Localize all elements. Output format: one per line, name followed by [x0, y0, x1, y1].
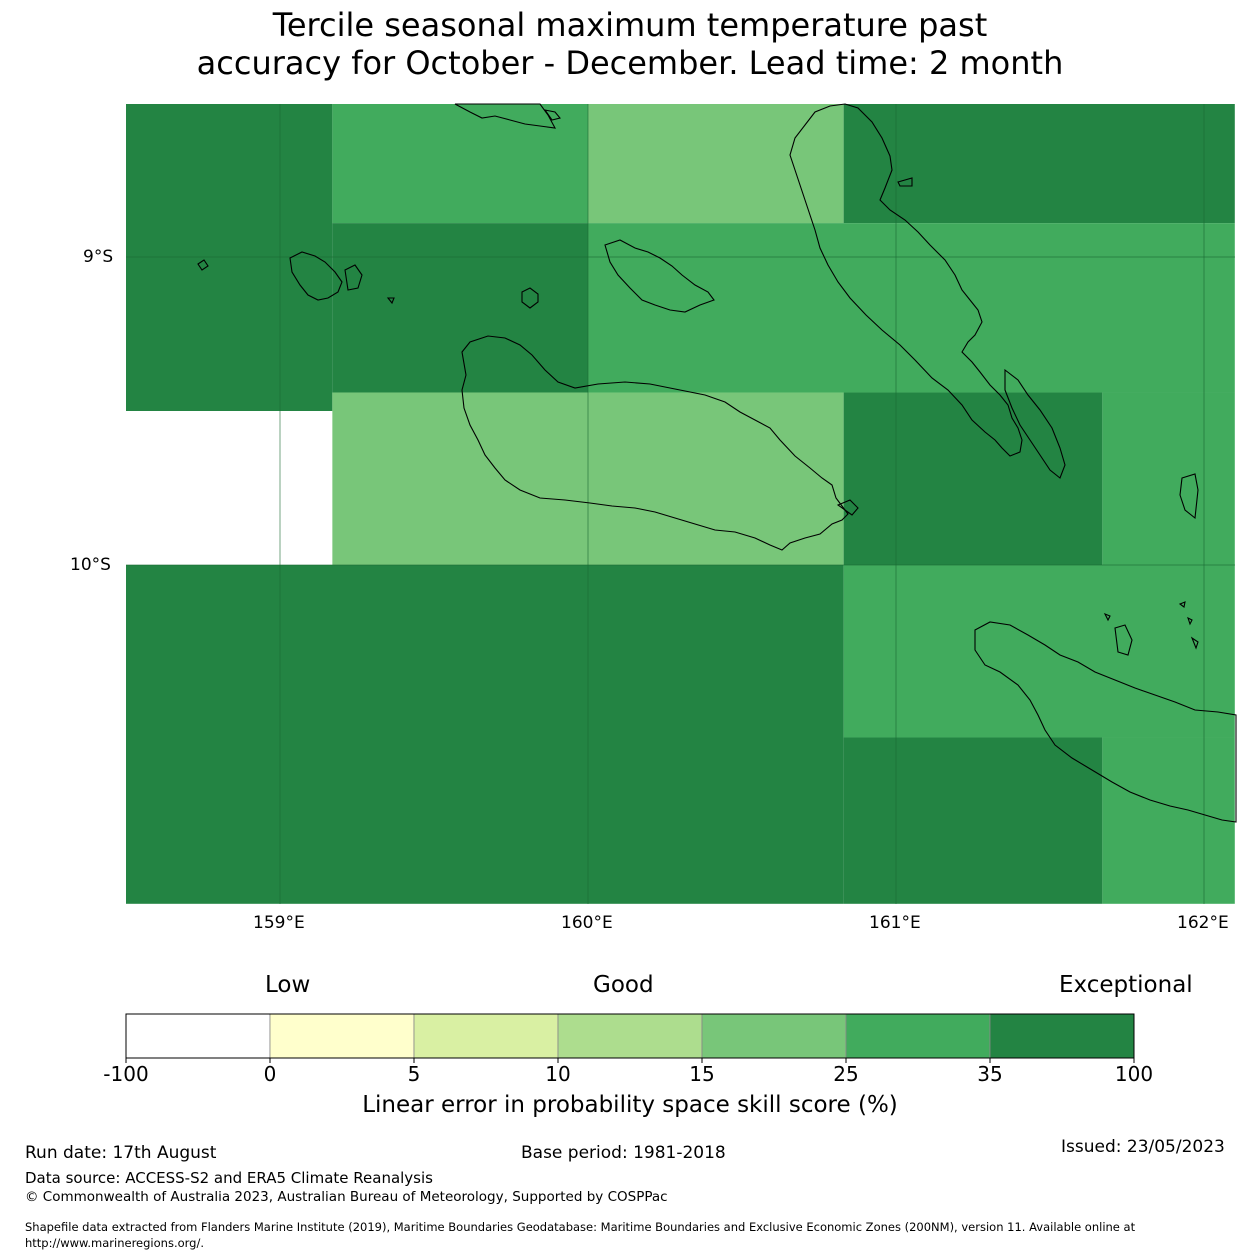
legend-category-low: Low: [265, 972, 311, 998]
lon-label-160e: 160°E: [561, 913, 613, 933]
data-source: Data source: ACCESS-S2 and ERA5 Climate …: [25, 1169, 433, 1187]
colorbar-bin-2: [413, 1013, 559, 1059]
skill-cell-10: [843, 565, 1235, 738]
legend-category-exceptional: Exceptional: [1059, 972, 1193, 998]
coastline-islet-e: [897, 177, 913, 187]
issued-date: Issued: 23/05/2023: [1061, 1137, 1225, 1157]
colorbar-tick-5: 25: [833, 1062, 859, 1086]
colorbar-tick-3: 10: [545, 1062, 571, 1086]
skill-cell-9: [126, 565, 844, 904]
lon-label-161e: 161°E: [869, 913, 921, 933]
coastline-russell: [289, 251, 343, 301]
graticule: [126, 104, 1235, 904]
skill-cell-5: [588, 223, 1235, 393]
coastline-islet-f: [836, 499, 859, 516]
coastline-ulawa: [1114, 624, 1133, 656]
skill-cell-11: [843, 737, 1103, 904]
colorbar-tick-0: -100: [103, 1062, 149, 1086]
skill-cell-1: [332, 104, 588, 224]
colorbar-bin-4: [701, 1013, 847, 1059]
colorbar-bin-3: [557, 1013, 703, 1059]
run-date: Run date: 17th August: [25, 1143, 217, 1163]
base-period: Base period: 1981-2018: [521, 1143, 726, 1163]
colorbar-bin-1: [269, 1013, 415, 1059]
coastline-islet-west: [197, 259, 209, 271]
colorbar-tick-6: 35: [977, 1062, 1003, 1086]
skill-cell-12: [1102, 737, 1235, 904]
skill-grid: [126, 104, 1235, 904]
coastline-isabel-islet: [543, 109, 561, 121]
colorbar-outline: [125, 1013, 1135, 1059]
colorbar-tick-2: 5: [407, 1062, 421, 1086]
title-line-1: Tercile seasonal maximum temperature pas…: [272, 6, 988, 44]
colorbar: [125, 1013, 1135, 1063]
skill-cell-7: [843, 392, 1103, 565]
skill-cell-4: [332, 223, 588, 393]
coastline-savo: [521, 287, 539, 309]
skill-cell-2: [588, 104, 844, 224]
coastline-nggela: [604, 239, 715, 313]
coastline-small-malaita: [1004, 368, 1066, 479]
shapefile-credit-line-1: Shapefile data extracted from Flanders M…: [25, 1220, 1136, 1234]
coastline-malaita: [789, 103, 1023, 457]
colorbar-bin-6: [989, 1013, 1135, 1059]
title-line-2: accuracy for October - December. Lead ti…: [196, 44, 1064, 82]
shapefile-credit-line-2: http://www.marineregions.org/.: [25, 1236, 204, 1250]
colorbar-tick-4: 15: [689, 1062, 715, 1086]
coastlines: [197, 103, 1237, 823]
colorbar-tick-7: 100: [1114, 1062, 1154, 1086]
coastline-islet-3: [386, 297, 395, 305]
coastline-islet-a: [1103, 612, 1111, 622]
coastline-islet-d: [1190, 636, 1199, 650]
skill-cell-3: [843, 104, 1235, 224]
lat-label-9s: 9°S: [83, 247, 114, 267]
lon-label-159e: 159°E: [253, 913, 305, 933]
coastline-islet-ne: [1179, 473, 1199, 520]
coastline-guadalcanal: [461, 335, 849, 551]
chart-title: Tercile seasonal maximum temperature pas…: [0, 6, 1260, 82]
skill-cell-8: [1102, 392, 1235, 565]
coastline-russell-east: [344, 264, 363, 291]
colorbar-bin-0: [125, 1013, 271, 1059]
colorbar-bin-5: [845, 1013, 991, 1059]
colorbar-label: Linear error in probability space skill …: [362, 1092, 898, 1118]
lon-label-162e: 162°E: [1177, 913, 1229, 933]
lat-label-10s: 10°S: [70, 555, 111, 575]
coastline-islet-c: [1187, 616, 1193, 626]
copyright: © Commonwealth of Australia 2023, Austra…: [25, 1189, 668, 1205]
legend-category-good: Good: [593, 972, 654, 998]
coastline-islet-b: [1178, 601, 1186, 608]
colorbar-tick-1: 0: [263, 1062, 277, 1086]
coastline-makira: [974, 621, 1237, 823]
